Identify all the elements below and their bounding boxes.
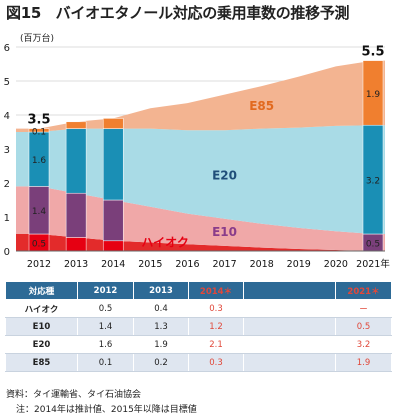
table-cell: 1.9 [133,335,189,354]
bar-segment [102,199,124,242]
table-row: E85 0.1 0.2 0.3 1.9 [5,353,392,372]
axes: 0 1 2 3 4 5 6 (百万台) 2012 2013 2014 2015 2016 2017 2018… [4,32,391,270]
total-label: 3.5 [27,113,50,128]
table-cell: 1.2 [188,317,244,336]
x-tick-label: 2014 [101,259,125,270]
x-tick-label: 2019 [287,259,311,270]
y-tick-label: 2 [4,179,10,190]
x-tick-label: 2018 [250,259,274,270]
table-header-cell: 2012 [77,281,134,300]
table-cell [243,317,336,336]
table-cell [243,335,336,354]
table-cell: 1.9 [335,353,392,372]
table-cell: 0.3 [188,299,244,318]
bar-segment [28,128,50,133]
table-cell: ー [335,299,392,318]
table-cell: 1.4 [77,317,134,336]
area-label: E10 [212,225,237,239]
table-cell [243,299,336,318]
table-header-cell: 対応種 [5,281,78,300]
table-row: E10 1.4 1.3 1.2 0.5 [5,317,392,336]
total-label: 5.5 [361,45,384,60]
area-label: E20 [212,169,237,183]
y-tick-label: 0 [4,247,10,258]
bar-segment [65,128,87,194]
area-E85 [16,60,385,132]
row-label: E85 [5,353,78,372]
bar-segment [102,128,124,201]
page-title: 図15 バイオエタノール対応の乗用車数の推移予測 [6,4,350,22]
table-cell: 0.3 [188,353,244,372]
bar-value-label: 3.2 [366,177,380,187]
area-label: E85 [249,99,274,113]
x-tick-label: 2016 [175,259,199,270]
chart-labels: 0.5 1.4 1.6 0.1 0.5 3.2 1.9 3.5 5.5 E85 E20 E10 ハイオク [27,45,384,250]
table-header-cell: 2014＊ [188,281,244,300]
bar-value-label: 0.1 [32,127,46,137]
bar-value-label: 0.5 [366,240,380,250]
bar-segment [362,60,384,126]
bar-segment [102,118,124,129]
table-cell: 0.5 [77,299,134,318]
table-cell: 0.4 [133,299,189,318]
table-cell: 0.2 [133,353,189,372]
x-tick-label: 2017 [212,259,236,270]
table-header-cell: 2013 [133,281,189,300]
bar-value-label: 0.5 [32,240,46,250]
x-tick-label: 2012 [27,259,51,270]
y-tick-label: 5 [4,77,10,88]
y-tick-label: 4 [4,111,10,122]
area-label: ハイオク [141,235,189,249]
bar-segment [65,237,87,252]
row-label: ハイオク [5,299,78,318]
bar-value-label: 1.4 [32,207,47,217]
y-tick-label: 1 [4,213,10,224]
x-tick-label: 2013 [64,259,88,270]
table-cell: 0.5 [335,317,392,336]
table-cell: 1.3 [133,317,189,336]
y-axis-label: (百万台) [20,32,54,44]
stacked-bars [28,60,384,252]
table-cell: 1.6 [77,335,134,354]
row-label: E20 [5,335,78,354]
table-cell: 2.1 [188,335,244,354]
table-cell [243,353,336,372]
table-row: ハイオク 0.5 0.4 0.3 ー [5,299,392,318]
table-header-cell [243,281,336,300]
x-tick-label: 2020 [324,259,348,270]
x-tick-label: 2015 [138,259,162,270]
footnote: 注：2014年は推計値、2015年以降は目標値 [16,405,197,415]
table-header-cell: 2021＊ [335,281,392,300]
bar-segment [65,192,87,238]
bar-value-label: 1.9 [366,90,381,100]
table-row: E20 1.6 1.9 2.1 3.2 [5,335,392,354]
table-cell: 3.2 [335,335,392,354]
bar-value-label: 1.6 [32,156,47,166]
bar-segment [102,240,124,252]
table-header-row: 対応種 2012 2013 2014＊ 2021＊ [5,281,392,300]
table-cell: 0.1 [77,353,134,372]
y-tick-label: 6 [4,43,10,54]
source-note: 資料：タイ運輸省、タイ石油協会 [6,390,142,400]
data-table: 対応種 2012 2013 2014＊ 2021＊ ハイオク 0.5 0.4 0.3 ー E10 1… [5,281,392,372]
row-label: E10 [5,317,78,336]
footer: 資料：タイ運輸省、タイ石油協会 注：2014年は推計値、2015年以降は目標値 [6,388,197,418]
x-tick-label: 2021年 [356,258,390,270]
chart: 0 1 2 3 4 5 6 (百万台) 2012 2013 2014 2015 2016 2017 2018… [4,32,391,270]
bar-segment [65,121,87,129]
y-tick-label: 3 [4,145,10,156]
